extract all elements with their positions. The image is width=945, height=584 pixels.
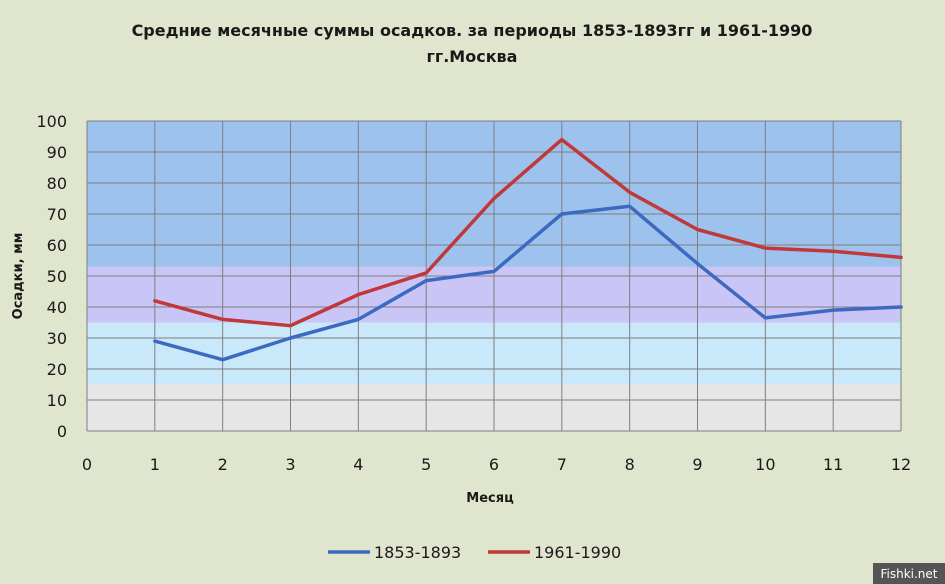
x-tick-label: 1 xyxy=(150,455,160,474)
x-tick-label: 0 xyxy=(82,455,92,474)
y-tick-label: 50 xyxy=(47,267,67,286)
x-tick-label: 2 xyxy=(218,455,228,474)
watermark: Fishki.net xyxy=(880,567,937,581)
x-tick-label: 8 xyxy=(625,455,635,474)
y-tick-labels: 0 10 20 30 40 50 60 70 80 90 100 xyxy=(36,112,67,441)
x-tick-label: 11 xyxy=(823,455,843,474)
x-tick-label: 6 xyxy=(489,455,499,474)
x-tick-label: 10 xyxy=(755,455,775,474)
legend-label-1: 1853-1893 xyxy=(374,543,461,562)
y-tick-label: 70 xyxy=(47,205,67,224)
series-lines xyxy=(153,137,903,362)
legend-label-2: 1961-1990 xyxy=(534,543,621,562)
y-tick-label: 20 xyxy=(47,360,67,379)
chart-title: Средние месячные суммы осадков. за перио… xyxy=(132,21,813,40)
x-tick-label: 7 xyxy=(557,455,567,474)
y-tick-label: 90 xyxy=(47,143,67,162)
series-line-1 xyxy=(153,204,903,362)
y-tick-label: 40 xyxy=(47,298,67,317)
x-tick-label: 5 xyxy=(421,455,431,474)
x-tick-label: 9 xyxy=(692,455,702,474)
chart-subtitle: гг.Москва xyxy=(427,47,518,66)
legend: 1853-1893 1961-1990 xyxy=(328,543,621,562)
watermark-bg xyxy=(873,563,945,584)
x-tick-label: 12 xyxy=(891,455,911,474)
y-tick-label: 0 xyxy=(57,422,67,441)
x-tick-label: 4 xyxy=(353,455,363,474)
y-tick-label: 10 xyxy=(47,391,67,410)
x-axis-label: Месяц xyxy=(466,491,514,506)
y-tick-label: 80 xyxy=(47,174,67,193)
grid-lines xyxy=(86,120,902,432)
x-tick-label: 3 xyxy=(285,455,295,474)
x-tick-labels: 0 1 2 3 4 5 6 7 8 9 10 11 12 xyxy=(82,455,911,474)
y-tick-label: 30 xyxy=(47,329,67,348)
y-tick-label: 100 xyxy=(36,112,67,131)
series-line-2 xyxy=(153,137,903,328)
y-tick-label: 60 xyxy=(47,236,67,255)
y-axis-label: Осадки, мм xyxy=(11,233,26,320)
